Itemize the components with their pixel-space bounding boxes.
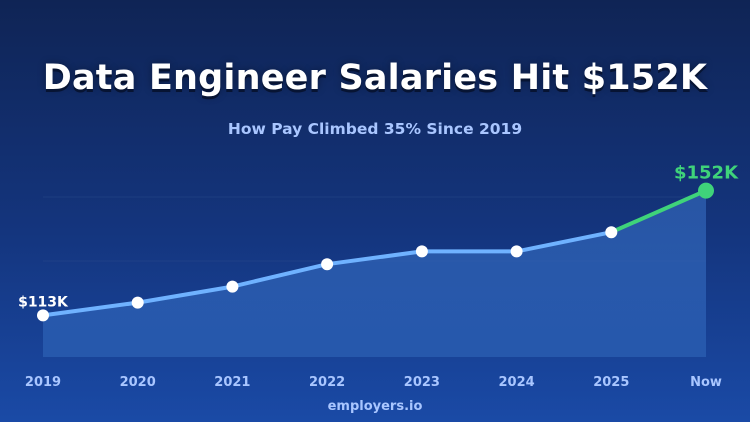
data-point [415, 245, 428, 258]
data-point-highlight [698, 182, 714, 199]
data-point [37, 309, 49, 322]
chart-subtitle: How Pay Climbed 35% Since 2019 [227, 120, 523, 138]
data-point [131, 296, 144, 309]
data-labels: $113K $152K [18, 163, 739, 311]
x-tick-label: 2024 [499, 375, 535, 390]
footer-brand: employers.io [327, 399, 423, 414]
series-line-highlight [609, 188, 708, 235]
data-points [37, 182, 714, 322]
data-label-end: $152K [674, 163, 739, 184]
x-tick-label: 2020 [120, 375, 156, 390]
data-point [226, 280, 239, 293]
x-tick-label: 2019 [25, 375, 61, 390]
x-tick-label: 2021 [214, 375, 250, 390]
x-tick-label: 2023 [404, 375, 440, 390]
data-point [605, 226, 618, 239]
area-fill-path [43, 190, 706, 357]
data-label-start: $113K [18, 294, 69, 310]
chart-title: Data Engineer Salaries Hit $152K [42, 58, 708, 98]
area-fill [43, 190, 706, 357]
data-point [321, 258, 334, 271]
data-point [510, 245, 523, 258]
x-tick-label: 2022 [309, 375, 345, 390]
x-axis-ticks: 2019 2020 2021 2022 2023 2024 2025 Now [25, 375, 722, 390]
x-tick-label: Now [690, 375, 722, 390]
x-tick-label: 2025 [593, 375, 629, 390]
